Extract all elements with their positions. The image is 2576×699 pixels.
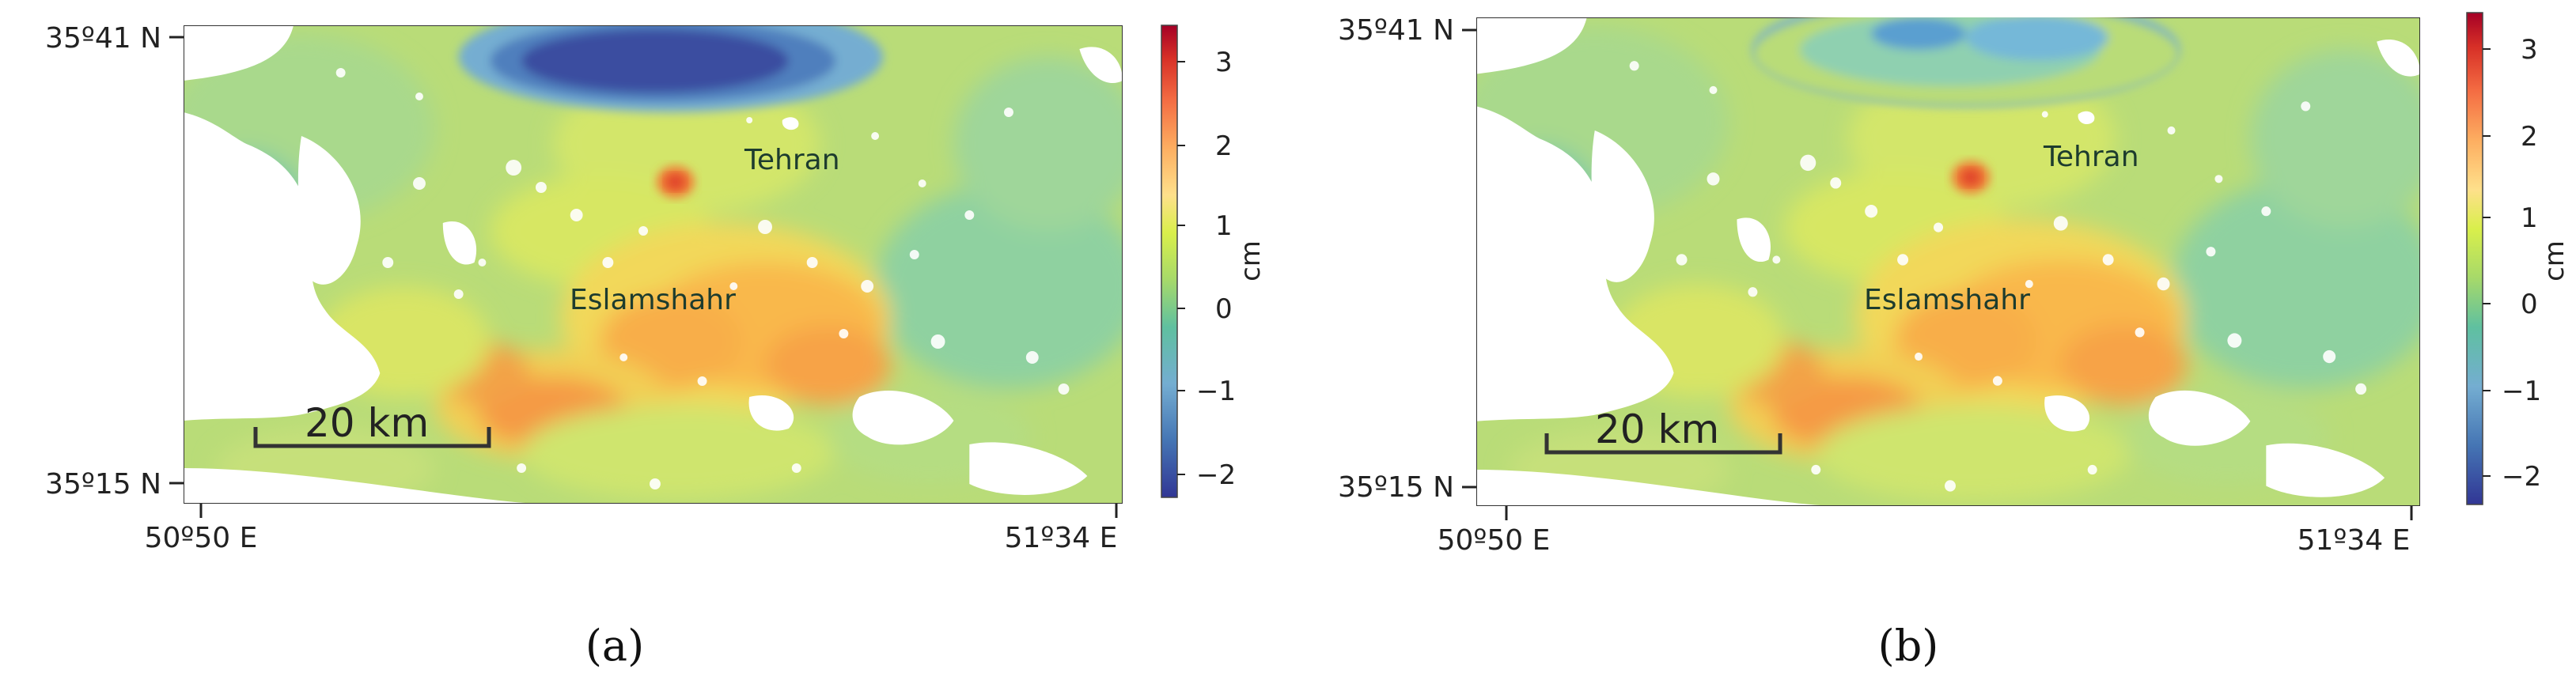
place-label-tehran: Tehran <box>744 144 840 176</box>
panel-caption: (b) <box>1878 621 1939 671</box>
weak-trough-overlay <box>1752 17 2180 107</box>
place-label-eslamshahr: Eslamshahr <box>570 284 736 316</box>
colorbar-tick-label: 1 <box>1215 210 1233 242</box>
lat-bottom-label: 35º15 N <box>1338 471 1454 504</box>
colorbar-tick-label: 2 <box>2521 121 2538 153</box>
lon-left-label: 50º50 E <box>1438 524 1551 557</box>
place-label-eslamshahr: Eslamshahr <box>1864 284 2030 316</box>
colorbar-tick-label: 0 <box>1215 293 1233 325</box>
scale-bar-label: 20 km <box>305 400 429 446</box>
colorbar <box>2466 12 2483 505</box>
colorbar-tick-label: 1 <box>2521 202 2538 234</box>
colorbar-tick-label: 2 <box>1215 130 1233 162</box>
panel-b: Tehran Eslamshahr 20 km 35º41 N 35º15 N … <box>1338 12 2570 671</box>
lon-right-label: 51º34 E <box>2298 524 2411 557</box>
scale-bar-label: 20 km <box>1595 406 1719 452</box>
colorbar-ticks <box>2483 48 2491 477</box>
lat-top-label: 35º41 N <box>45 22 161 55</box>
colorbar-tick-label: −2 <box>1196 459 1236 491</box>
colorbar-tick-label: 3 <box>1215 47 1233 78</box>
colorbar-unit-label: cm <box>2539 240 2570 281</box>
colorbar-tick-label: −1 <box>1196 376 1236 407</box>
place-label-tehran: Tehran <box>2043 141 2139 173</box>
colorbar-tick-label: −1 <box>2502 376 2541 407</box>
panel-a: Tehran Eslamshahr 20 km 35º41 N 35º15 N … <box>45 22 1267 671</box>
lon-left-label: 50º50 E <box>145 522 258 554</box>
colorbar-tick-label: −2 <box>2502 461 2541 493</box>
scale-bar <box>1544 433 1782 455</box>
scale-bar <box>253 427 491 448</box>
panel-caption: (a) <box>585 621 644 671</box>
colorbar <box>1161 25 1178 498</box>
colorbar-ticks <box>1177 61 1185 475</box>
lon-right-label: 51º34 E <box>1005 522 1118 554</box>
map-b <box>1460 17 2440 510</box>
lat-bottom-label: 35º15 N <box>45 468 161 501</box>
lat-top-label: 35º41 N <box>1338 14 1454 47</box>
colorbar-tick-label: 3 <box>2521 34 2538 66</box>
colorbar-tick-label: 0 <box>2521 289 2538 320</box>
colorbar-unit-label: cm <box>1235 240 1267 281</box>
